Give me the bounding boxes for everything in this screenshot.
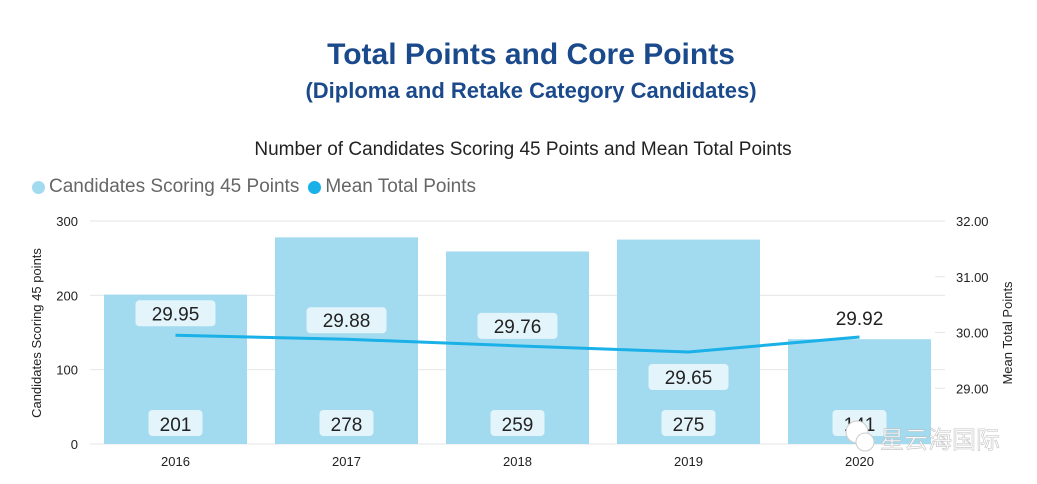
- line-data-label: 29.92: [836, 309, 884, 330]
- y-left-tick-label: 200: [56, 288, 78, 303]
- line-data-label: 29.76: [494, 317, 542, 338]
- mean-line: [175, 333, 860, 354]
- bar-data-label: 259: [502, 415, 534, 436]
- y-right-tick-label: 32.00: [956, 214, 989, 229]
- line-data-label: 29.95: [152, 304, 200, 325]
- bar-label-box: [661, 410, 716, 436]
- y-left-tick-label: 0: [71, 437, 78, 452]
- y-left-axis-title: Candidates Scoring 45 points: [29, 248, 44, 418]
- y-right-axis-title: Mean Total Points: [1000, 281, 1015, 385]
- main-title: Total Points and Core Points: [327, 38, 735, 71]
- bar-2019: [617, 239, 760, 444]
- y-right-tick-label: 29.00: [956, 381, 989, 396]
- subtitle: (Diploma and Retake Category Candidates): [305, 78, 757, 103]
- legend-label: Mean Total Points: [325, 176, 477, 197]
- bar-data-label: 275: [673, 415, 705, 436]
- y-left-tick-label: 100: [56, 363, 78, 378]
- y-left-tick-label: 300: [56, 214, 78, 229]
- line-data-label: 29.65: [665, 368, 713, 389]
- line-label-box: [306, 307, 387, 334]
- legend-swatch-candidates: [32, 180, 45, 194]
- bar-data-label: 278: [331, 415, 363, 436]
- bar-data-label: 201: [160, 415, 192, 436]
- line-data-label: 29.88: [323, 311, 371, 332]
- x-tick-label: 2018: [503, 454, 532, 469]
- chart-title: Number of Candidates Scoring 45 Points a…: [254, 139, 792, 160]
- x-tick-label: 2016: [161, 454, 190, 469]
- x-tick-label: 2019: [674, 454, 703, 469]
- legend-item-mean[interactable]: Mean Total Points: [308, 176, 476, 198]
- legend-item-candidates[interactable]: Candidates Scoring 45 Points: [32, 176, 299, 198]
- line-label-box: [477, 312, 558, 339]
- wechat-icon-bubble: [855, 432, 875, 452]
- line-label-box: [648, 364, 729, 391]
- bar-label-box: [490, 410, 545, 436]
- watermark: 星云海国际: [880, 427, 1000, 454]
- y-right-tick-label: 30.00: [956, 326, 989, 341]
- line-label-box: [135, 300, 216, 327]
- legend-swatch-mean: [308, 180, 322, 194]
- legend-label: Candidates Scoring 45 Points: [49, 176, 300, 197]
- bar-label-box: [148, 410, 203, 436]
- bar-label-box: [319, 410, 374, 436]
- x-tick-label: 2020: [845, 454, 874, 469]
- x-tick-label: 2017: [332, 454, 361, 469]
- legend: Candidates Scoring 45 Points Mean Total …: [32, 176, 485, 198]
- y-right-tick-label: 31.00: [956, 270, 989, 285]
